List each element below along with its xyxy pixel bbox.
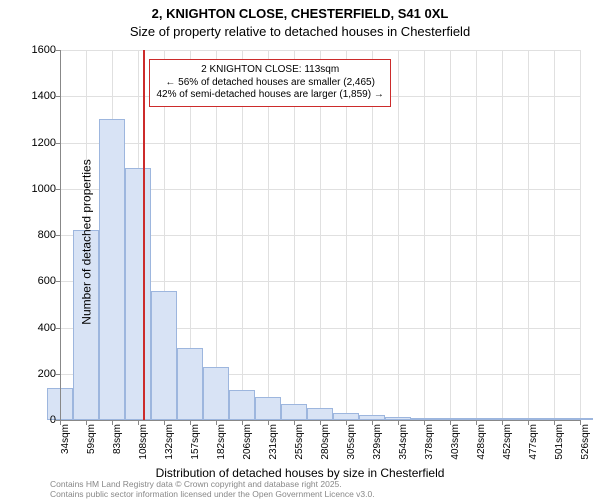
histogram-bar (281, 404, 307, 420)
histogram-bar (203, 367, 229, 420)
callout-box: 2 KNIGHTON CLOSE: 113sqm← 56% of detache… (149, 59, 390, 107)
grid-line-v (398, 50, 399, 420)
y-axis-line (60, 50, 61, 420)
grid-line-v (476, 50, 477, 420)
x-tick-label: 403sqm (450, 424, 461, 484)
plot-area: 2 KNIGHTON CLOSE: 113sqm← 56% of detache… (60, 50, 580, 420)
x-tick-label: 329sqm (372, 424, 383, 484)
y-tick-mark (55, 235, 60, 236)
histogram-bar (333, 413, 359, 420)
x-tick-label: 182sqm (216, 424, 227, 484)
callout-line: 2 KNIGHTON CLOSE: 113sqm (156, 64, 383, 77)
x-tick-label: 34sqm (60, 424, 71, 484)
chart-title-line2: Size of property relative to detached ho… (0, 24, 600, 39)
grid-line-v (450, 50, 451, 420)
x-tick-label: 132sqm (164, 424, 175, 484)
y-tick-label: 200 (6, 368, 56, 380)
histogram-bar (99, 119, 125, 420)
y-tick-mark (55, 281, 60, 282)
x-tick-label: 255sqm (294, 424, 305, 484)
grid-line-v (580, 50, 581, 420)
chart-title-line1: 2, KNIGHTON CLOSE, CHESTERFIELD, S41 0XL (0, 6, 600, 21)
y-tick-mark (55, 50, 60, 51)
x-tick-label: 157sqm (190, 424, 201, 484)
x-tick-label: 108sqm (138, 424, 149, 484)
grid-line-v (528, 50, 529, 420)
y-tick-label: 1000 (6, 183, 56, 195)
x-tick-label: 378sqm (424, 424, 435, 484)
histogram-bar (125, 168, 151, 420)
grid-line-v (554, 50, 555, 420)
x-tick-label: 305sqm (346, 424, 357, 484)
histogram-bar (255, 397, 281, 420)
callout-line: ← 56% of detached houses are smaller (2,… (156, 77, 383, 90)
y-tick-mark (55, 143, 60, 144)
y-tick-label: 400 (6, 322, 56, 334)
x-tick-label: 206sqm (242, 424, 253, 484)
grid-line-v (424, 50, 425, 420)
x-tick-label: 452sqm (502, 424, 513, 484)
reference-line (143, 50, 145, 420)
x-tick-label: 59sqm (86, 424, 97, 484)
x-tick-label: 428sqm (476, 424, 487, 484)
y-tick-mark (55, 328, 60, 329)
y-tick-label: 600 (6, 275, 56, 287)
x-tick-label: 526sqm (580, 424, 591, 484)
grid-line-v (502, 50, 503, 420)
y-tick-label: 0 (6, 414, 56, 426)
y-tick-mark (55, 189, 60, 190)
x-tick-label: 231sqm (268, 424, 279, 484)
histogram-bar (229, 390, 255, 420)
callout-line: 42% of semi-detached houses are larger (… (156, 89, 383, 102)
y-tick-label: 1600 (6, 44, 56, 56)
x-tick-label: 280sqm (320, 424, 331, 484)
y-tick-mark (55, 374, 60, 375)
chart-container: 2, KNIGHTON CLOSE, CHESTERFIELD, S41 0XL… (0, 0, 600, 500)
histogram-bar (307, 408, 333, 420)
x-tick-label: 83sqm (112, 424, 123, 484)
y-tick-label: 1400 (6, 90, 56, 102)
y-axis-label: Number of detached properties (80, 159, 94, 324)
x-tick-label: 477sqm (528, 424, 539, 484)
histogram-bar (151, 291, 177, 421)
histogram-bar (177, 348, 203, 420)
footer-line2: Contains public sector information licen… (50, 490, 375, 500)
y-tick-mark (55, 96, 60, 97)
x-tick-label: 501sqm (554, 424, 565, 484)
x-tick-label: 354sqm (398, 424, 409, 484)
y-tick-label: 800 (6, 229, 56, 241)
y-tick-label: 1200 (6, 137, 56, 149)
